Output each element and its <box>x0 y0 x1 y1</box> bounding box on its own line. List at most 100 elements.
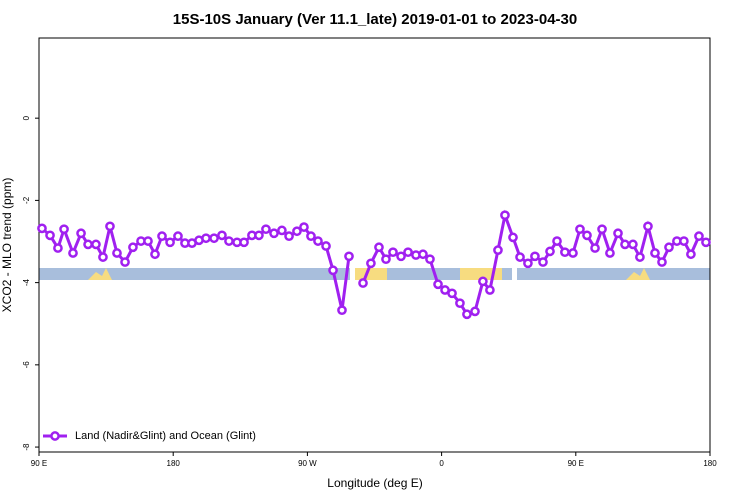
point-marker <box>628 239 638 250</box>
y-tick-label: -2 <box>22 196 31 204</box>
point-marker <box>462 309 472 320</box>
point-marker <box>478 276 488 287</box>
point-marker <box>254 230 264 241</box>
point-marker <box>530 251 540 262</box>
point-marker <box>664 242 674 253</box>
point-marker <box>277 225 287 236</box>
point-marker <box>635 252 645 262</box>
point-marker <box>455 298 465 309</box>
point-marker <box>128 242 138 253</box>
point-marker <box>358 278 368 288</box>
point-marker <box>201 233 211 244</box>
point-marker <box>470 306 480 317</box>
point-marker <box>433 279 443 290</box>
point-marker <box>575 224 585 235</box>
surface-mask <box>39 268 710 280</box>
point-marker <box>269 228 279 239</box>
x-tick-label: 90 W <box>298 459 317 468</box>
point-marker <box>650 248 660 258</box>
y-tick-label: -6 <box>22 361 31 369</box>
point-marker <box>425 254 435 265</box>
point-marker <box>403 247 413 258</box>
point-marker <box>112 248 122 258</box>
point-marker <box>679 236 689 246</box>
point-marker <box>105 221 115 232</box>
y-axis-label: XCO2 - MLO trend (ppm) <box>0 178 14 313</box>
point-marker <box>284 231 294 242</box>
point-marker <box>313 236 323 246</box>
point-marker <box>299 222 309 232</box>
point-marker <box>597 224 607 235</box>
land-band <box>355 268 387 280</box>
point-marker <box>515 252 525 262</box>
x-tick-label: 90 E <box>31 459 47 468</box>
point-marker <box>292 226 302 237</box>
point-marker <box>545 246 555 257</box>
point-marker <box>98 252 108 262</box>
y-tick-label: 0 <box>22 115 31 120</box>
point-marker <box>657 257 667 267</box>
point-marker <box>209 233 219 244</box>
point-marker <box>388 247 398 258</box>
point-marker <box>76 228 86 239</box>
gap-band <box>512 268 517 280</box>
point-marker <box>447 288 457 299</box>
point-marker <box>224 236 234 246</box>
point-marker <box>396 251 406 262</box>
x-tick-label: 180 <box>167 459 181 468</box>
point-marker <box>568 248 578 258</box>
point-marker <box>37 223 47 234</box>
point-marker <box>83 239 93 250</box>
point-marker <box>508 232 518 243</box>
x-tick-label: 0 <box>439 459 444 468</box>
point-marker <box>493 245 503 255</box>
point-marker <box>643 221 653 232</box>
point-marker <box>344 251 354 262</box>
point-marker <box>381 254 391 265</box>
y-tick-label: -4 <box>22 279 31 287</box>
point-marker <box>143 236 153 246</box>
point-marker <box>686 249 696 260</box>
point-marker <box>620 239 630 250</box>
point-marker <box>523 258 533 269</box>
point-marker <box>239 237 249 248</box>
chart-title: 15S-10S January (Ver 11.1_late) 2019-01-… <box>173 11 577 28</box>
point-marker <box>418 249 428 260</box>
point-marker <box>366 258 376 269</box>
gap-band <box>350 268 355 280</box>
point-marker <box>165 237 175 248</box>
point-marker <box>582 230 592 241</box>
point-marker <box>701 237 711 248</box>
point-marker <box>328 265 338 276</box>
point-marker <box>694 231 704 242</box>
point-marker <box>217 230 227 241</box>
point-marker <box>59 224 69 235</box>
point-marker <box>321 241 331 251</box>
x-axis-label: Longitude (deg E) <box>327 476 422 490</box>
legend-label: Land (Nadir&Glint) and Ocean (Glint) <box>75 430 256 442</box>
point-marker <box>120 257 130 267</box>
point-marker <box>45 230 55 241</box>
point-marker <box>374 242 384 253</box>
point-marker <box>150 249 160 260</box>
y-tick-label: -8 <box>22 443 31 451</box>
point-marker <box>590 243 600 253</box>
legend-marker <box>50 431 60 441</box>
point-marker <box>306 231 316 242</box>
land-patch <box>88 268 112 280</box>
point-marker <box>485 285 495 295</box>
point-marker <box>552 236 562 246</box>
point-marker <box>53 243 63 253</box>
point-marker <box>261 224 271 235</box>
x-tick-label: 90 E <box>568 459 584 468</box>
point-marker <box>538 257 548 267</box>
point-marker <box>605 248 615 258</box>
point-marker <box>560 247 570 258</box>
point-marker <box>337 305 347 316</box>
point-marker <box>613 228 623 239</box>
land-patch <box>626 268 650 280</box>
x-tick-label: 180 <box>703 459 717 468</box>
point-marker <box>157 231 167 242</box>
point-marker <box>173 231 183 242</box>
